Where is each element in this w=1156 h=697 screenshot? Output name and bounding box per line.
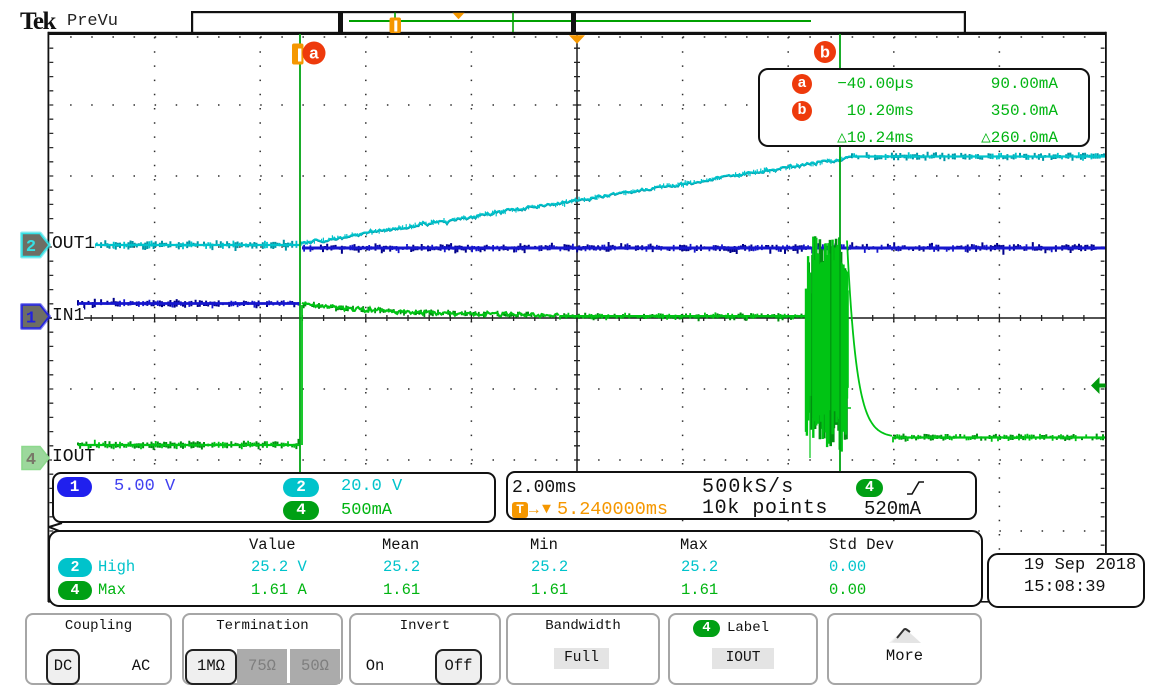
svg-text:1: 1 — [26, 310, 36, 329]
svg-text:a: a — [309, 46, 319, 65]
svg-text:2: 2 — [26, 238, 36, 257]
svg-text:b: b — [820, 45, 830, 64]
svg-text:4: 4 — [26, 451, 36, 470]
